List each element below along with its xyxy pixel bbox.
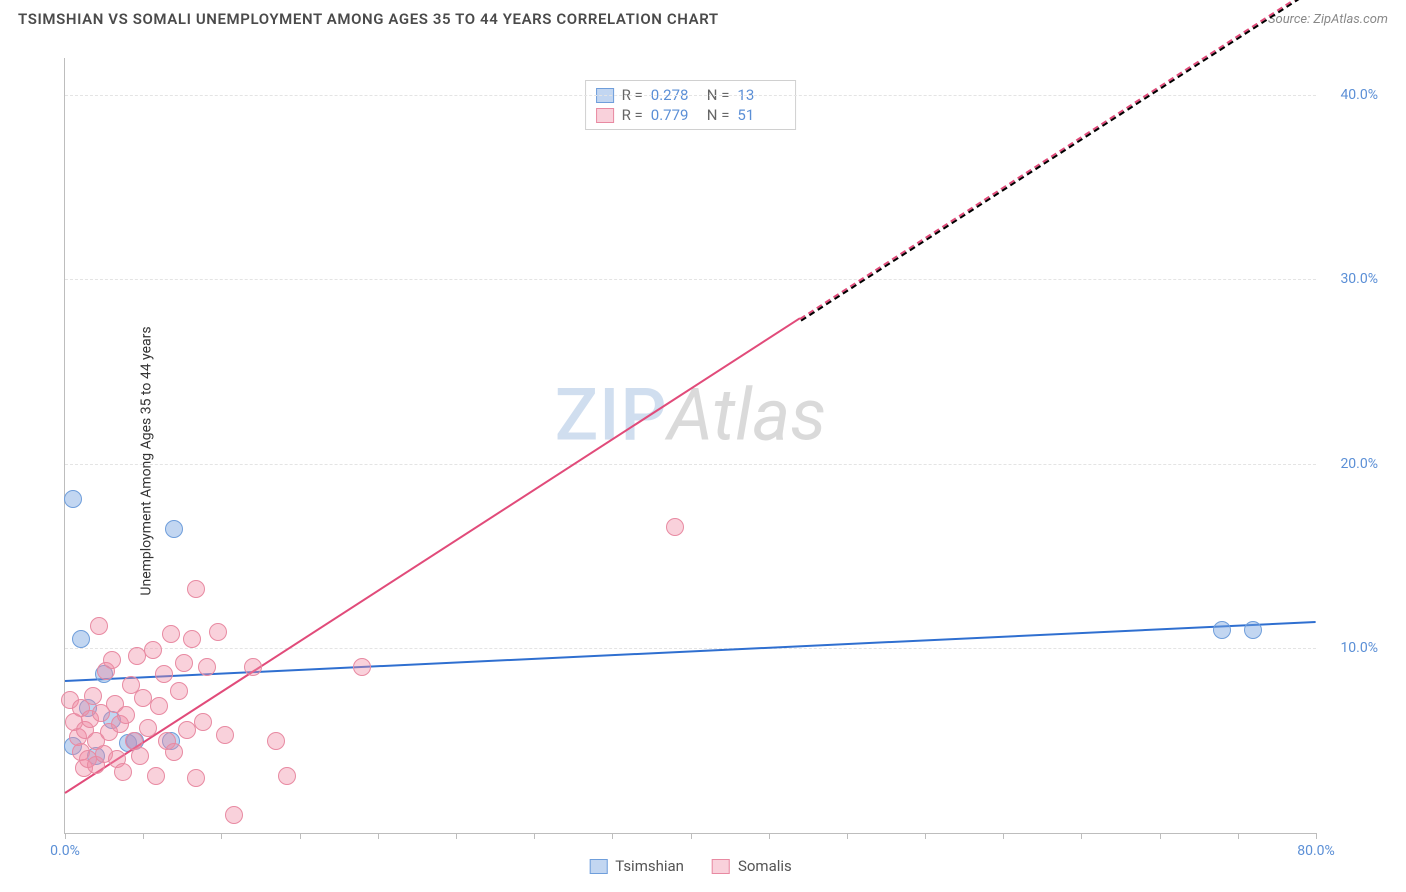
- data-point: [114, 763, 132, 781]
- watermark-atlas: Atlas: [667, 372, 826, 457]
- x-tick: [300, 833, 301, 839]
- plot-area: ZIPAtlas R = 0.278 N = 13 R = 0.779 N = …: [64, 58, 1316, 834]
- data-point: [198, 658, 216, 676]
- swatch-b: [596, 108, 614, 123]
- data-point: [155, 665, 173, 683]
- x-tick: [456, 833, 457, 839]
- x-tick: [221, 833, 222, 839]
- data-point: [150, 697, 168, 715]
- data-point: [165, 743, 183, 761]
- x-tick-label: 0.0%: [50, 843, 80, 859]
- trend-line: [64, 318, 800, 795]
- data-point: [209, 623, 227, 641]
- trend-line: [799, 0, 1316, 319]
- x-tick: [534, 833, 535, 839]
- x-tick-label: 80.0%: [1297, 843, 1335, 859]
- data-point: [90, 617, 108, 635]
- n-value-b: 51: [737, 106, 785, 124]
- gridline: [65, 279, 1316, 280]
- gridline: [65, 648, 1316, 649]
- legend-label-b: Somalis: [738, 857, 792, 875]
- legend-swatch-b: [712, 859, 730, 874]
- x-tick: [1238, 833, 1239, 839]
- x-tick: [847, 833, 848, 839]
- data-point: [84, 687, 102, 705]
- chart-container: Unemployment Among Ages 35 to 44 years Z…: [18, 40, 1388, 882]
- data-point: [183, 630, 201, 648]
- data-point: [165, 520, 183, 538]
- x-tick: [612, 833, 613, 839]
- data-point: [187, 580, 205, 598]
- data-point: [72, 630, 90, 648]
- data-point: [278, 767, 296, 785]
- x-tick: [1160, 833, 1161, 839]
- data-point: [666, 518, 684, 536]
- bottom-legend: Tsimshian Somalis: [589, 857, 792, 875]
- x-tick: [378, 833, 379, 839]
- legend-item-a: Tsimshian: [589, 857, 684, 875]
- legend-label-a: Tsimshian: [615, 857, 684, 875]
- y-tick-label: 10.0%: [1340, 640, 1378, 656]
- legend-swatch-a: [589, 859, 607, 874]
- data-point: [162, 625, 180, 643]
- data-point: [267, 732, 285, 750]
- x-tick: [1081, 833, 1082, 839]
- data-point: [147, 767, 165, 785]
- data-point: [175, 654, 193, 672]
- watermark: ZIPAtlas: [555, 372, 827, 457]
- x-tick: [143, 833, 144, 839]
- y-tick-label: 30.0%: [1340, 271, 1378, 287]
- data-point: [131, 747, 149, 765]
- data-point: [216, 726, 234, 744]
- data-point: [194, 713, 212, 731]
- y-tick-label: 20.0%: [1340, 456, 1378, 472]
- x-tick: [65, 833, 66, 839]
- data-point: [353, 658, 371, 676]
- data-point: [117, 706, 135, 724]
- data-point: [225, 806, 243, 824]
- x-tick: [691, 833, 692, 839]
- x-tick: [1316, 833, 1317, 839]
- x-tick: [1003, 833, 1004, 839]
- y-tick-label: 40.0%: [1340, 87, 1378, 103]
- data-point: [1244, 621, 1262, 639]
- data-point: [1213, 621, 1231, 639]
- x-tick: [769, 833, 770, 839]
- data-point: [187, 769, 205, 787]
- data-point: [170, 682, 188, 700]
- stats-legend: R = 0.278 N = 13 R = 0.779 N = 51: [585, 80, 797, 130]
- chart-title: TSIMSHIAN VS SOMALI UNEMPLOYMENT AMONG A…: [18, 10, 719, 28]
- r-label: R =: [622, 106, 643, 124]
- r-value-b: 0.779: [651, 106, 699, 124]
- data-point: [64, 490, 82, 508]
- data-point: [144, 641, 162, 659]
- x-tick: [925, 833, 926, 839]
- data-point: [139, 719, 157, 737]
- data-point: [244, 658, 262, 676]
- stats-row-b: R = 0.779 N = 51: [596, 105, 786, 125]
- gridline: [65, 95, 1316, 96]
- gridline: [65, 464, 1316, 465]
- legend-item-b: Somalis: [712, 857, 792, 875]
- n-label: N =: [707, 106, 730, 124]
- source-attribution: Source: ZipAtlas.com: [1268, 12, 1388, 27]
- data-point: [103, 651, 121, 669]
- header: TSIMSHIAN VS SOMALI UNEMPLOYMENT AMONG A…: [0, 0, 1406, 34]
